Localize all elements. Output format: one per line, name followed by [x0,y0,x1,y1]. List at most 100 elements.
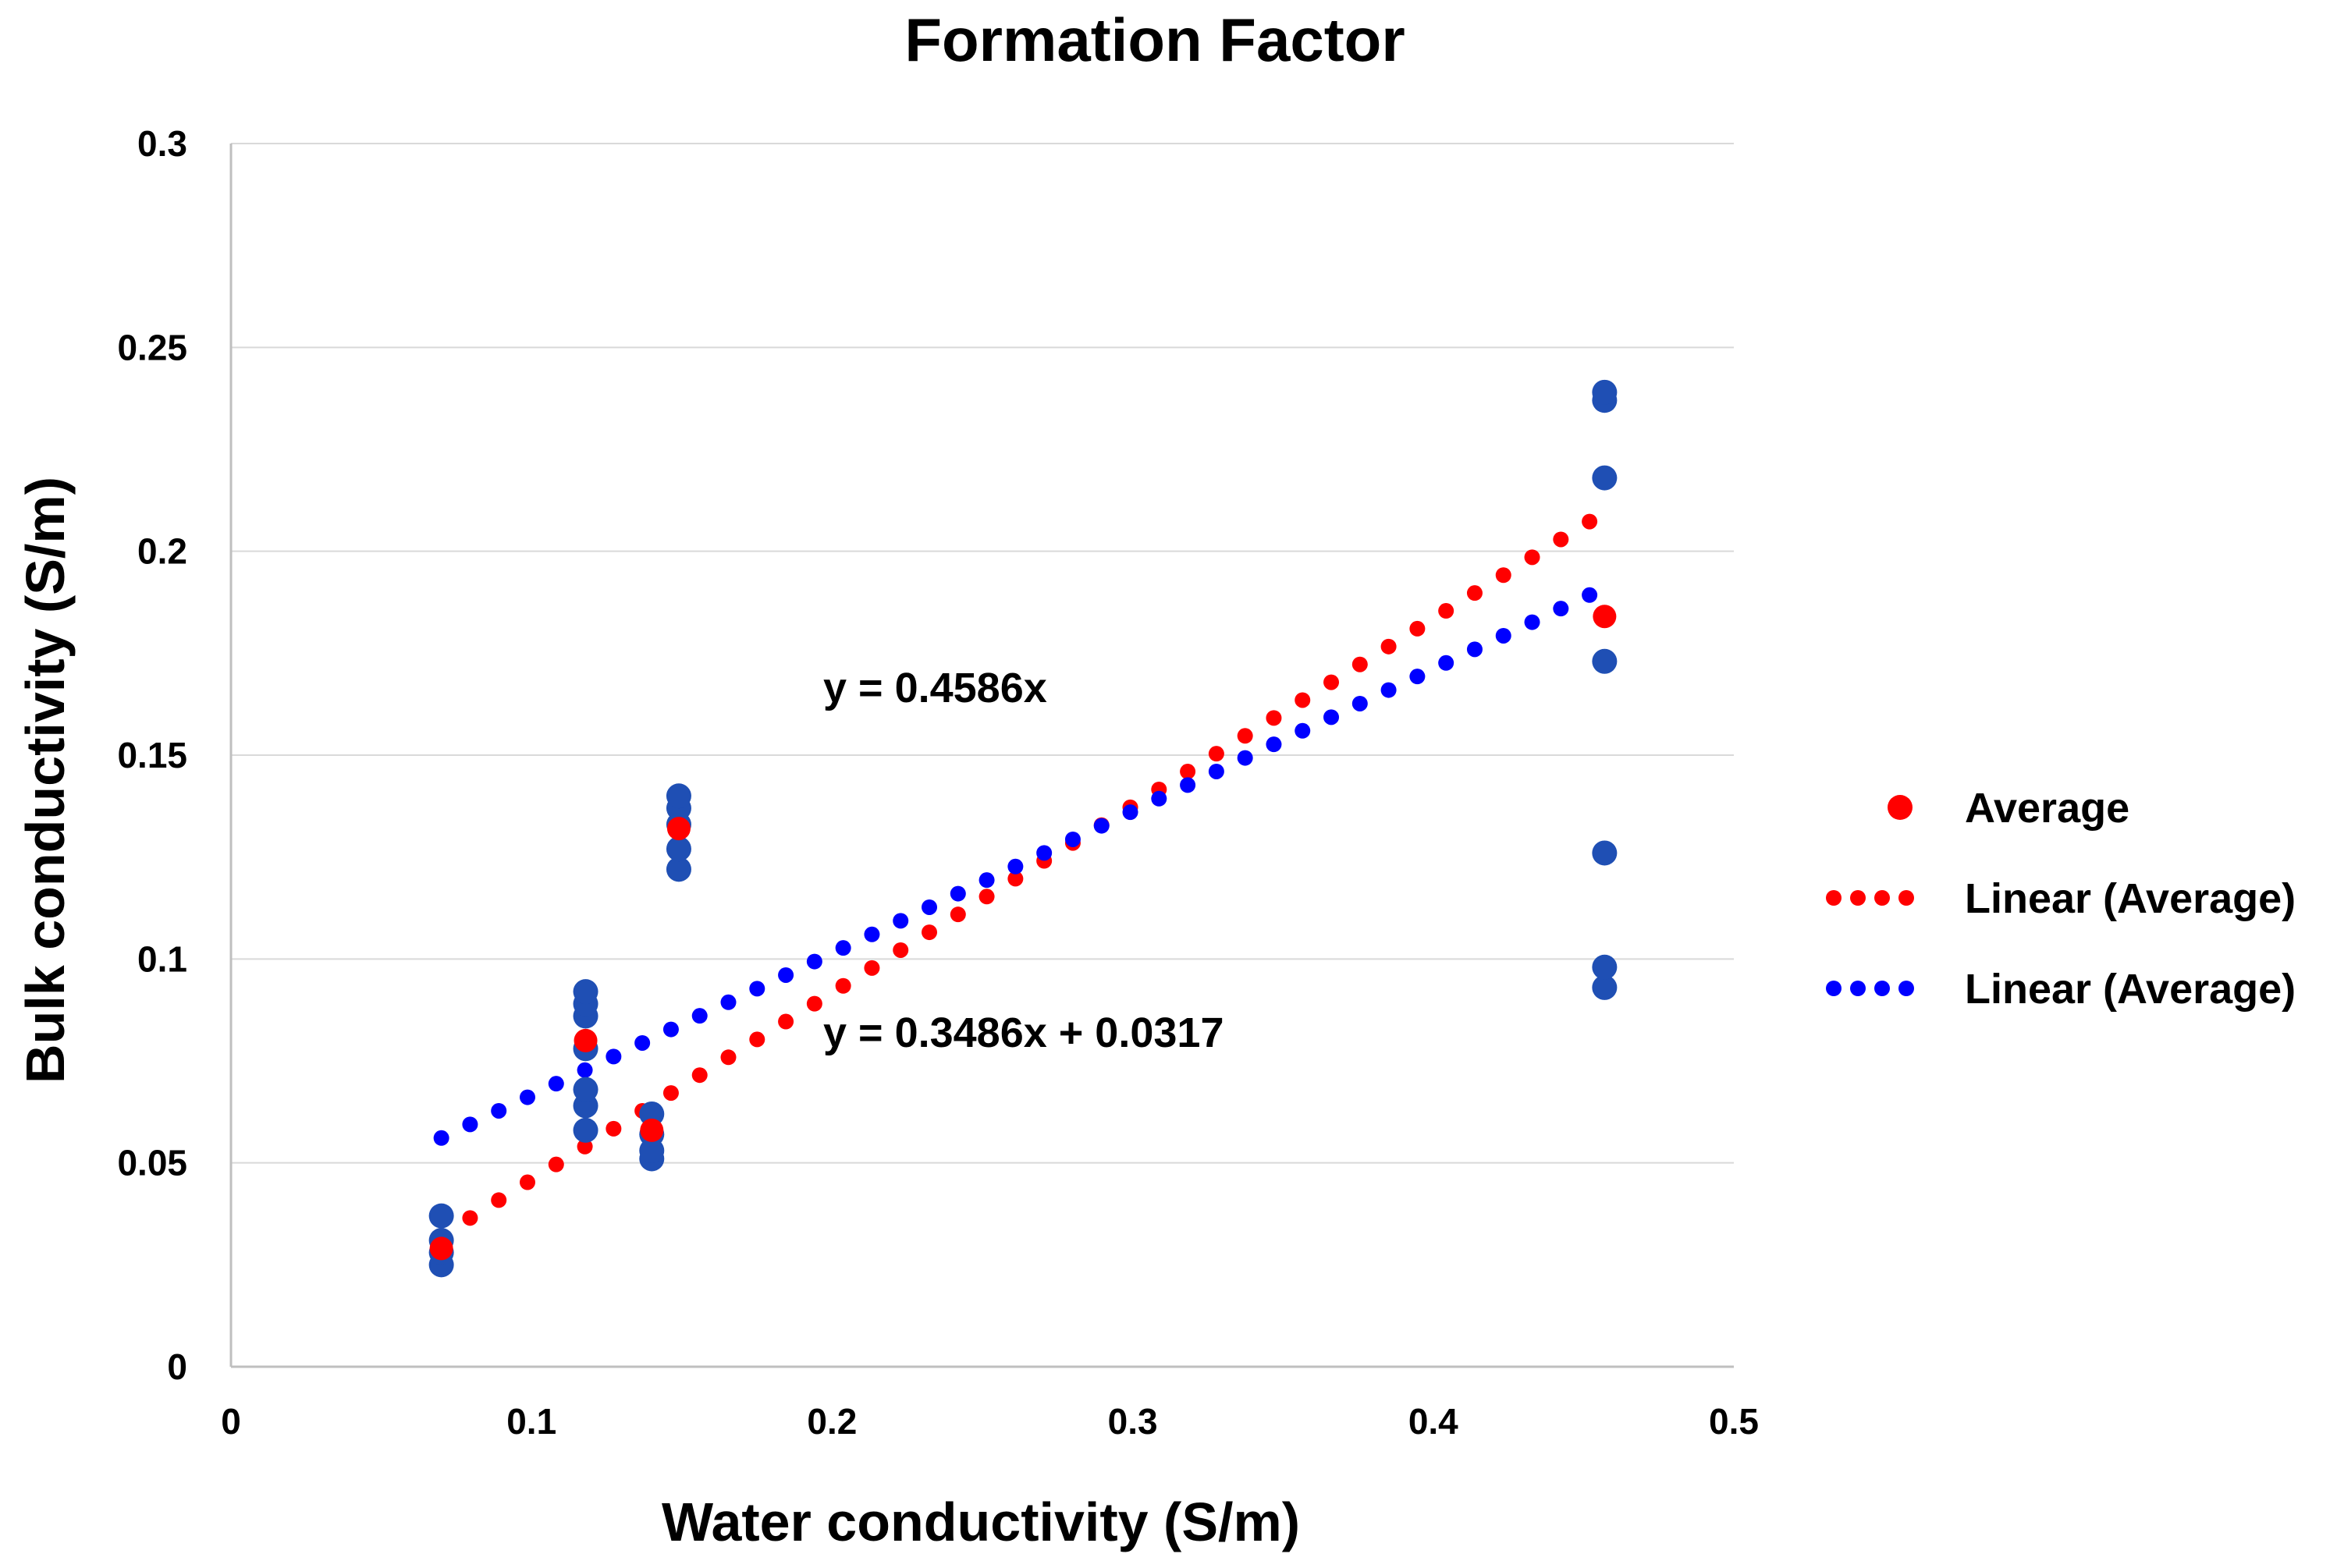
trendline-dot-2 [950,885,966,902]
equation-blue: y = 0.3486x + 0.0317 [823,1009,1224,1056]
x-tick-label: 0.3 [1108,1401,1158,1442]
trendline-dot-1 [1295,692,1311,708]
trendline-dot-2 [1409,669,1426,685]
legend-dotted-line-1 [1850,890,1866,906]
legend-dotted-line-2 [1898,981,1914,996]
trendline-dot-2 [433,1130,449,1146]
trendline-dot-1 [806,995,822,1012]
x-tick-label: 0 [221,1401,241,1442]
equation-red: y = 0.4586x [823,665,1047,711]
trendline-dot-2 [606,1048,622,1065]
trendline-dot-2 [1582,587,1598,603]
trendline-dot-1 [1582,513,1598,530]
sample-point [639,1101,665,1126]
trendline-dot-1 [1438,603,1454,619]
sample-point [666,836,691,862]
y-tick-label: 0 [167,1346,187,1387]
trendline-dot-2 [1007,858,1024,874]
trendline-dot-2 [1208,763,1224,779]
trendline-dot-2 [1122,804,1138,821]
y-tick-label: 0.3 [137,123,187,164]
sample-point [1592,974,1618,1000]
legend-dotted-line-2 [1850,981,1866,996]
legend-dotted-line-1 [1874,890,1890,906]
average-point [1593,605,1617,629]
trendline-dot-2 [835,940,851,956]
sample-point [573,979,598,1005]
axes [229,144,1734,1368]
trendline-dot-1 [1495,567,1511,584]
y-tick-label: 0.25 [117,327,187,367]
trendline-dot-2 [1064,831,1081,847]
trendline-dot-1 [462,1210,478,1226]
trendline-dot-2 [978,872,995,889]
sample-point [573,1117,598,1143]
trendline-dot-2 [1438,655,1454,671]
trendline-dot-2 [1380,682,1397,698]
trendline-dot-2 [491,1102,507,1119]
y-tick-label: 0.1 [137,938,187,979]
trendline-dot-2 [691,1008,708,1024]
x-tick-label: 0.2 [807,1401,857,1442]
trendline-dot-1 [662,1085,679,1102]
trendline-dot-1 [1409,620,1426,637]
legend-dotted-line-1 [1898,890,1914,906]
trendline-dot-2 [1237,750,1253,766]
trendline-dot-1 [491,1192,507,1208]
trendline-dot-1 [835,977,851,994]
trendline-dot-1 [1208,746,1224,762]
trendline-dot-2 [1151,790,1167,807]
trendline-dot-2 [922,899,938,915]
trendline-dot-2 [462,1116,478,1133]
trendline-dot-2 [1524,614,1540,630]
trendline-dot-2 [1351,695,1368,711]
legend-dotted-line-2 [1874,981,1890,996]
sample-point [1592,954,1618,980]
sample-point [1592,840,1618,866]
trendline-dot-2 [1093,818,1110,834]
x-tick-label: 0.4 [1408,1401,1458,1442]
trendline-dot-2 [519,1089,535,1105]
trendline-dot-2 [1495,627,1511,644]
legend-marker-average [1888,795,1913,820]
trendline-dot-1 [749,1031,765,1048]
legend: Average Linear (Average) Linear (Average) [1826,785,2296,1013]
average-point [640,1118,664,1142]
trendline-dot-2 [1036,845,1053,861]
legend-label: Linear (Average) [1965,966,2296,1013]
x-tick-labels: 0 0.1 0.2 0.3 0.4 0.5 [221,1401,1759,1442]
x-axis-label: Water conductivity (S/m) [662,1492,1300,1552]
trendline-dot-2 [1553,601,1569,617]
trendline-dot-1 [893,942,909,958]
legend-label: Average [1965,785,2129,832]
trendline-dot-2 [749,981,765,997]
trendline-dot-1 [1266,710,1282,726]
trendline-dot-1 [950,906,966,923]
trendline-dot-2 [1266,736,1282,753]
trendline-dot-1 [778,1013,794,1030]
trendline-dot-1 [1180,764,1196,780]
data-points [428,379,1618,1278]
trendline-dot-2 [720,994,737,1010]
sample-point [666,783,691,809]
chart-title: Formation Factor [904,5,1405,74]
trendline-dot-1 [519,1174,535,1190]
trendline-dot-1 [1323,674,1340,690]
y-axis-label: Bulk conductivity (S/m) [15,477,76,1084]
trendline-dot-1 [1380,638,1397,655]
trendline-dot-1 [548,1156,564,1172]
trendline-dot-1 [1007,871,1024,887]
sample-point [1592,465,1618,491]
average-point [574,1028,598,1052]
trendline-dot-2 [1295,722,1311,739]
trendline-dot-1 [1237,728,1253,744]
trendline-dot-2 [577,1062,593,1078]
legend-label: Linear (Average) [1965,875,2296,922]
legend-dotted-line-2 [1826,981,1842,996]
x-tick-label: 0.5 [1709,1401,1759,1442]
y-tick-label: 0.15 [117,735,187,775]
trendline-dot-2 [662,1021,679,1038]
trendline-dot-2 [806,953,822,970]
trendline-dot-2 [1323,709,1340,725]
